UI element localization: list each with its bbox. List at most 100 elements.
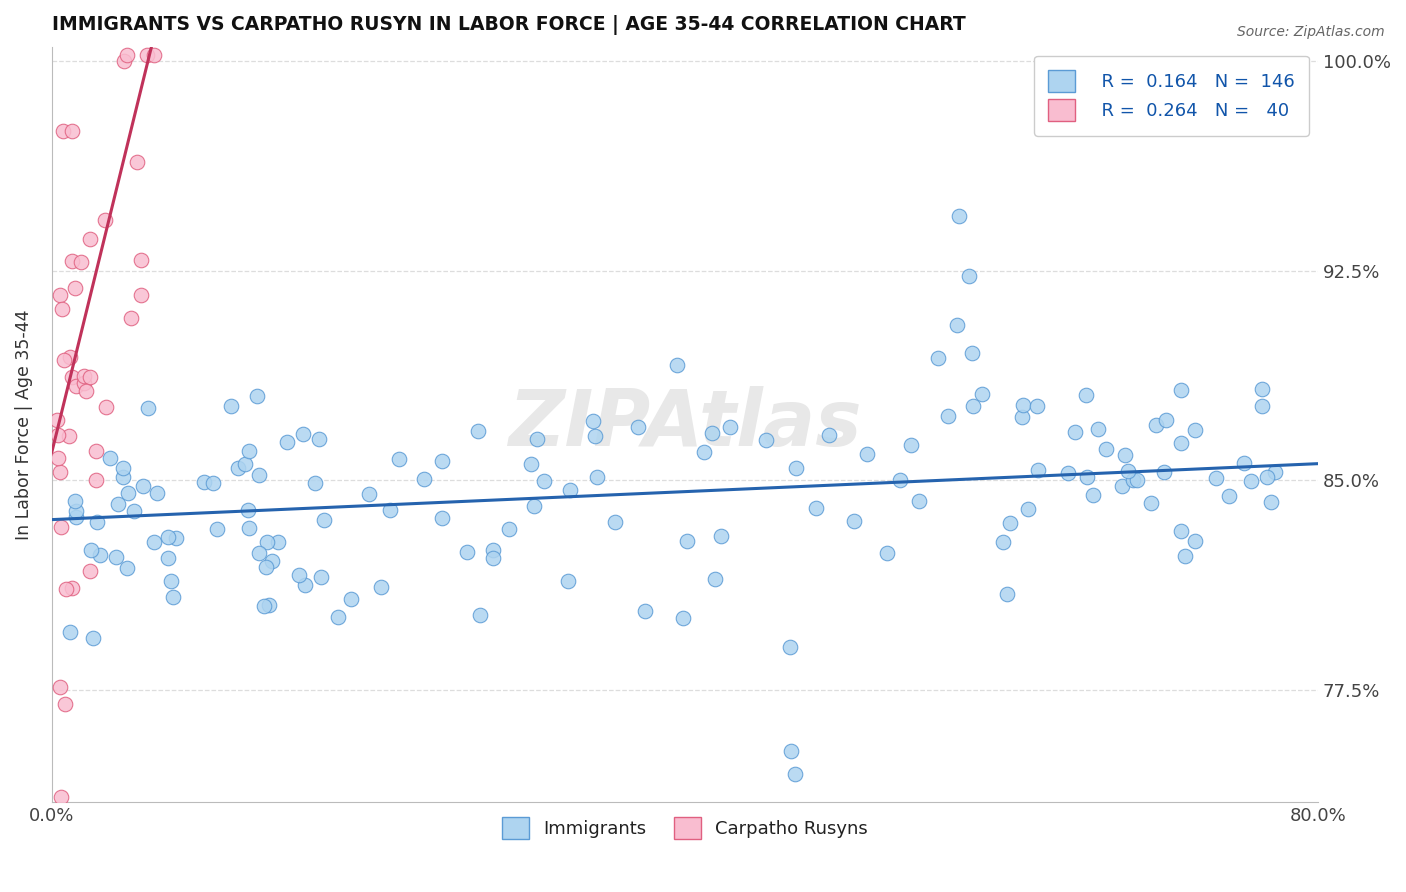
Point [129, 287, 152, 301]
Point [117, 48, 139, 62]
Point [702, 425, 724, 440]
Point [1184, 423, 1206, 437]
Point [157, 530, 180, 544]
Text: ZIPAtlas: ZIPAtlas [508, 386, 862, 462]
Point [1205, 471, 1227, 485]
Point [526, 433, 548, 447]
Point [779, 640, 801, 654]
Point [1111, 479, 1133, 493]
Point [143, 48, 166, 62]
Point [1240, 474, 1263, 488]
Point [129, 252, 152, 267]
Point [96, 400, 118, 414]
Point [991, 534, 1014, 549]
Point [1260, 495, 1282, 509]
Point [157, 551, 180, 566]
Point [314, 512, 336, 526]
Point [1126, 473, 1149, 487]
Point [1011, 398, 1033, 412]
Point [1139, 496, 1161, 510]
Point [112, 470, 135, 484]
Point [63, 494, 86, 508]
Point [519, 457, 541, 471]
Point [1011, 409, 1033, 424]
Point [855, 447, 877, 461]
Point [948, 209, 970, 223]
Point [304, 475, 326, 490]
Point [107, 497, 129, 511]
Point [962, 399, 984, 413]
Point [86, 516, 108, 530]
Point [257, 598, 280, 612]
Point [65, 503, 87, 517]
Point [1095, 442, 1118, 456]
Point [207, 522, 229, 536]
Point [53, 697, 76, 711]
Point [1114, 448, 1136, 462]
Point [94, 212, 117, 227]
Point [125, 155, 148, 169]
Point [1076, 470, 1098, 484]
Point [957, 269, 980, 284]
Point [370, 580, 392, 594]
Point [49, 680, 72, 694]
Point [309, 570, 332, 584]
Point [779, 744, 801, 758]
Point [339, 591, 361, 606]
Point [145, 485, 167, 500]
Point [1153, 465, 1175, 479]
Point [105, 549, 128, 564]
Point [49, 520, 72, 534]
Point [844, 514, 866, 528]
Point [586, 470, 609, 484]
Point [80, 543, 103, 558]
Point [1251, 399, 1274, 413]
Point [1256, 470, 1278, 484]
Point [59, 624, 82, 639]
Point [238, 443, 260, 458]
Point [136, 48, 159, 62]
Point [201, 476, 224, 491]
Point [582, 414, 605, 428]
Point [288, 567, 311, 582]
Point [783, 767, 806, 781]
Point [60, 370, 83, 384]
Point [666, 358, 689, 372]
Point [907, 493, 929, 508]
Point [1218, 489, 1240, 503]
Point [46, 451, 69, 466]
Point [481, 543, 503, 558]
Point [254, 560, 277, 574]
Point [936, 409, 959, 424]
Point [634, 604, 657, 618]
Point [238, 521, 260, 535]
Point [388, 452, 411, 467]
Point [79, 232, 101, 246]
Point [162, 590, 184, 604]
Point [785, 461, 807, 475]
Point [1116, 464, 1139, 478]
Point [718, 420, 741, 434]
Point [193, 475, 215, 490]
Point [456, 544, 478, 558]
Point [84, 473, 107, 487]
Point [1087, 422, 1109, 436]
Point [482, 551, 505, 566]
Point [52, 124, 75, 138]
Point [755, 433, 778, 447]
Point [806, 501, 828, 516]
Point [122, 503, 145, 517]
Point [970, 387, 993, 401]
Point [98, 450, 121, 465]
Point [308, 433, 330, 447]
Point [1170, 524, 1192, 538]
Y-axis label: In Labor Force | Age 35-44: In Labor Force | Age 35-44 [15, 310, 32, 540]
Point [143, 534, 166, 549]
Point [73, 376, 96, 391]
Point [49, 288, 72, 302]
Point [889, 473, 911, 487]
Point [73, 369, 96, 384]
Point [60, 123, 83, 137]
Point [710, 529, 733, 543]
Point [1026, 463, 1049, 477]
